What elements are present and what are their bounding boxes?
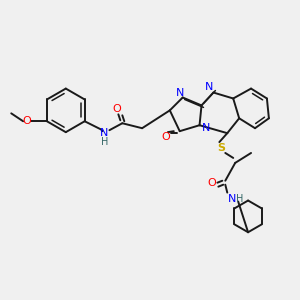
Text: H: H	[236, 194, 244, 203]
Text: O: O	[207, 178, 216, 188]
Text: S: S	[217, 143, 225, 153]
Text: O: O	[23, 116, 32, 126]
Text: O: O	[161, 132, 170, 142]
Text: N: N	[176, 88, 184, 98]
Text: O: O	[112, 104, 121, 114]
Text: N: N	[202, 123, 211, 133]
Text: N: N	[100, 128, 109, 138]
Text: N: N	[205, 82, 214, 92]
Text: N: N	[228, 194, 236, 203]
Text: H: H	[101, 137, 108, 147]
